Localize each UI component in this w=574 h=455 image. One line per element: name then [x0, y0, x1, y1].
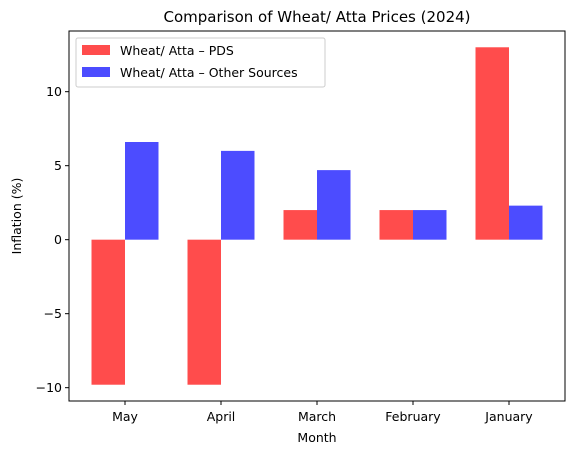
- legend-label-other: Wheat/ Atta – Other Sources: [120, 65, 298, 80]
- legend-box: [75, 37, 326, 88]
- bar-pds-january: [475, 47, 509, 240]
- bar-other-may: [125, 142, 159, 240]
- bar-pds-march: [283, 210, 317, 240]
- bar-other-january: [509, 205, 543, 240]
- bar-pds-april: [187, 239, 221, 385]
- chart-title: Comparison of Wheat/ Atta Prices (2024): [163, 8, 470, 26]
- x-tick-label: May: [112, 409, 138, 424]
- y-axis-label: Inflation (%): [9, 178, 24, 255]
- plot-frame: [68, 30, 566, 402]
- x-tick-label: April: [207, 409, 236, 424]
- x-tick-label: February: [385, 409, 441, 424]
- x-axis-ticks: May April March February January: [112, 401, 533, 424]
- bar-other-april: [221, 150, 255, 240]
- bar-other-march: [317, 170, 351, 240]
- y-tick-label: 5: [54, 158, 62, 173]
- bars-group: [91, 47, 543, 385]
- x-axis-label: Month: [297, 430, 336, 445]
- y-tick-label: −10: [36, 380, 62, 395]
- y-axis-ticks: −10 −5 0 5 10: [36, 84, 69, 395]
- bar-pds-february: [379, 210, 413, 240]
- legend-swatch-other: [82, 67, 110, 77]
- legend-swatch-pds: [82, 45, 110, 55]
- x-tick-label: March: [298, 409, 336, 424]
- y-tick-label: 0: [54, 232, 62, 247]
- y-tick-label: −5: [44, 306, 62, 321]
- y-tick-label: 10: [46, 84, 62, 99]
- legend-label-pds: Wheat/ Atta – PDS: [120, 43, 234, 58]
- bar-pds-may: [91, 239, 125, 385]
- legend: Wheat/ Atta – PDS Wheat/ Atta – Other So…: [75, 37, 326, 88]
- x-tick-label: January: [484, 409, 533, 424]
- bar-other-february: [413, 210, 447, 240]
